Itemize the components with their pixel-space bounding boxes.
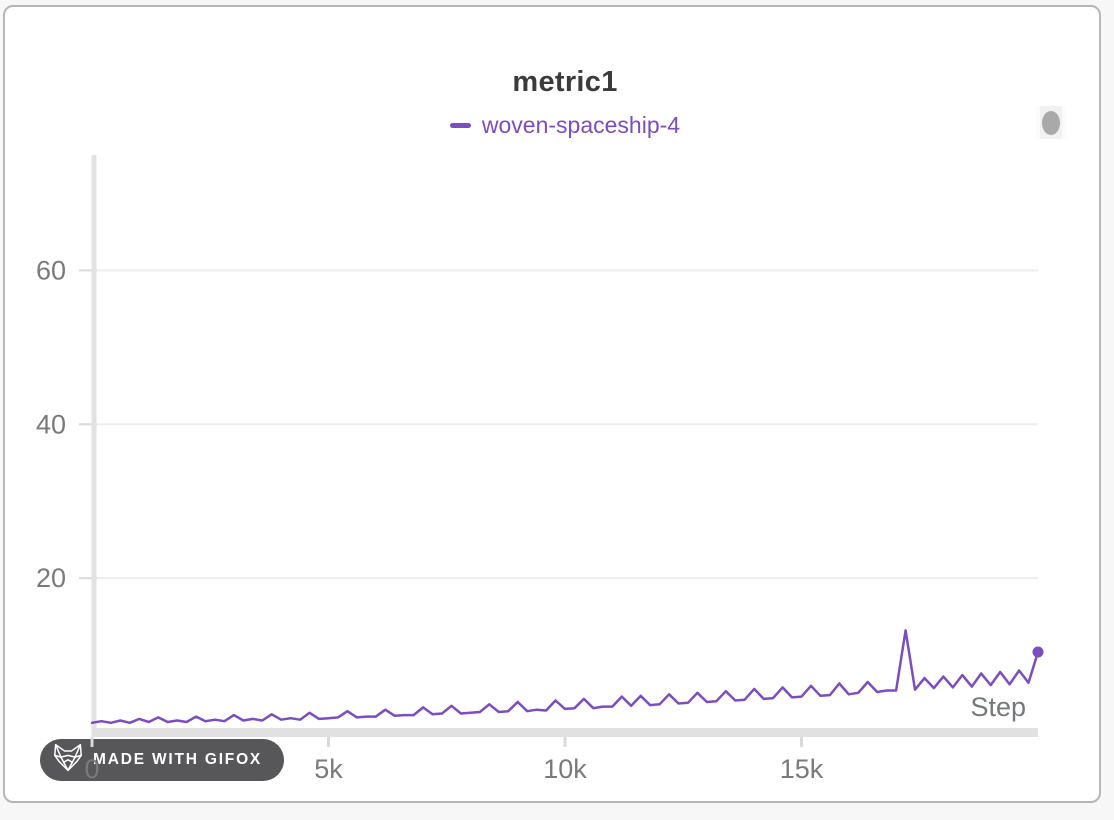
chart-legend[interactable]: woven-spaceship-4 <box>92 112 1038 139</box>
watermark-label: MADE WITH GIFOX <box>93 751 263 768</box>
gifox-fox-icon <box>52 743 84 778</box>
chart-title: metric1 <box>512 66 618 98</box>
chart-header: metric1 <box>92 66 1038 99</box>
mouse-cursor-icon <box>1036 106 1066 139</box>
gifox-watermark-badge[interactable]: MADE WITH GIFOX <box>40 739 285 781</box>
cursor-side-bar <box>1036 106 1040 139</box>
x-axis-title: Step <box>970 692 1026 722</box>
cursor-blob <box>1042 110 1060 135</box>
cursor-side-bar <box>1062 106 1066 139</box>
legend-run-name: woven-spaceship-4 <box>481 112 681 138</box>
legend-line-swatch <box>449 123 471 128</box>
